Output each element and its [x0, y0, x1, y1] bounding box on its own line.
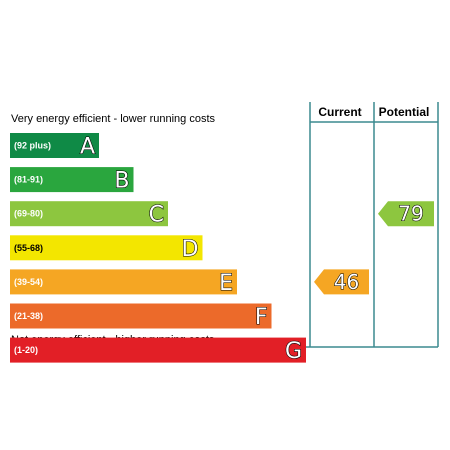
current-rating-arrow: 46	[314, 269, 369, 294]
band-e: (39-54) E	[10, 269, 237, 296]
current-rating-value: 46	[334, 270, 359, 294]
band-range-label: (1-20)	[14, 345, 38, 355]
band-range-label: (69-80)	[14, 209, 43, 219]
potential-column-header: Potential	[379, 105, 430, 119]
band-a: (92 plus) A	[10, 133, 99, 160]
band-letter-label: A	[80, 135, 95, 160]
current-rating-shape	[314, 269, 369, 295]
band-bar-e	[10, 269, 237, 295]
band-d: (55-68) D	[10, 235, 203, 262]
band-bar-d	[10, 235, 203, 261]
band-letter-label: C	[149, 203, 164, 228]
band-g: (1-20) G	[10, 337, 306, 365]
band-letter-label: G	[285, 339, 302, 364]
band-c: (69-80) C	[10, 201, 168, 228]
current-column-header: Current	[318, 105, 361, 119]
potential-rating-shape	[378, 201, 434, 227]
potential-rating-value: 79	[398, 202, 423, 226]
band-f: (21-38) F	[10, 303, 272, 331]
band-letter-label: D	[182, 237, 199, 262]
band-range-label: (81-91)	[14, 175, 43, 185]
band-range-label: (55-68)	[14, 243, 43, 253]
band-b: (81-91) B	[10, 167, 134, 194]
band-range-label: (92 plus)	[14, 141, 51, 151]
rating-arrows: 46 79	[314, 201, 434, 294]
band-letter-label: B	[114, 169, 129, 194]
band-bar-a	[10, 133, 99, 158]
band-letter-label: F	[255, 305, 268, 330]
band-bar-g	[10, 337, 306, 363]
rating-bands: (92 plus) A (81-91) B (69-80) C (55-68) D (39-54…	[10, 133, 306, 365]
efficient-caption: Very energy efficient - lower running co…	[11, 113, 216, 125]
band-bar-f	[10, 303, 272, 329]
band-letter-label: E	[219, 271, 233, 296]
band-range-label: (39-54)	[14, 277, 43, 287]
band-bar-b	[10, 167, 134, 193]
potential-rating-arrow: 79	[378, 201, 434, 226]
band-bar-c	[10, 201, 168, 227]
band-range-label: (21-38)	[14, 311, 43, 321]
